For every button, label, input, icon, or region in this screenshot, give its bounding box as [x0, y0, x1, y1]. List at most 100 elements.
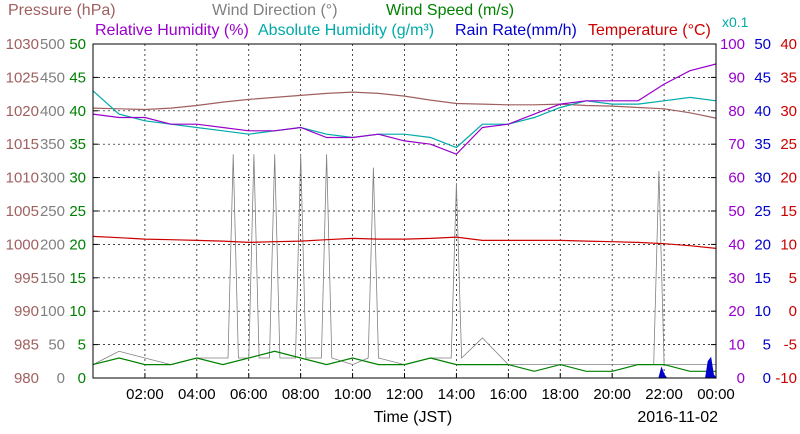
humidity-tick: 40	[728, 236, 745, 253]
temperature-tick: 15	[780, 203, 797, 220]
humidity-tick: 70	[728, 136, 745, 153]
x-tick-label: 14:00	[438, 386, 476, 403]
temperature-tick: -5	[784, 337, 797, 354]
temperature-tick: 10	[780, 236, 797, 253]
wind-direction-tick: 250	[40, 203, 65, 220]
pressure-tick: 995	[14, 270, 39, 287]
humidity-tick: 50	[728, 203, 745, 220]
series-group	[92, 63, 718, 379]
x-tick-label: 04:00	[178, 386, 216, 403]
series-wind-direction	[92, 154, 716, 366]
pressure-tick: 1015	[6, 136, 39, 153]
wind-speed-tick: 20	[69, 236, 86, 253]
wind-direction-tick: 200	[40, 236, 65, 253]
legend-rain-rate: Rain Rate(mm/h)	[455, 22, 577, 39]
pressure-tick: 1010	[6, 170, 39, 187]
humidity-tick: 100	[720, 36, 745, 53]
x-axis-title: Time (JST)	[374, 409, 453, 426]
humidity-tick: 30	[728, 270, 745, 287]
x-tick-label: 22:00	[645, 386, 683, 403]
temperature-tick: 35	[780, 69, 797, 86]
temperature-tick: 20	[780, 170, 797, 187]
series-temperature-c	[92, 235, 717, 249]
wind-speed-tick: 45	[69, 69, 86, 86]
pressure-tick: 985	[14, 337, 39, 354]
wind-direction-tick: 400	[40, 103, 65, 120]
x-tick-label: 18:00	[541, 386, 579, 403]
series-relative-humidity	[92, 63, 717, 155]
wind-speed-tick: 40	[69, 103, 86, 120]
rain-rate-tick: 20	[754, 236, 771, 253]
x-tick-label: 12:00	[386, 386, 424, 403]
rain-rate-tick: 30	[754, 170, 771, 187]
rain-rate-tick: 25	[754, 203, 771, 220]
humidity-tick: 10	[728, 337, 745, 354]
pressure-tick: 980	[14, 370, 39, 387]
pressure-tick: 1030	[6, 36, 39, 53]
pressure-tick: 1005	[6, 203, 39, 220]
pressure-tick: 1025	[6, 69, 39, 86]
pressure-tick: 1020	[6, 103, 39, 120]
legend-temperature: Temperature (°C)	[588, 22, 711, 39]
x-tick-label: 00:00	[697, 386, 735, 403]
x-tick-label: 08:00	[282, 386, 320, 403]
wind-direction-tick: 450	[40, 69, 65, 86]
humidity-tick: 90	[728, 69, 745, 86]
temperature-tick: -10	[775, 370, 797, 387]
wind-speed-tick: 15	[69, 270, 86, 287]
wind-speed-tick: 30	[69, 170, 86, 187]
humidity-tick: 60	[728, 170, 745, 187]
rain-rate-tick: 15	[754, 270, 771, 287]
temperature-tick: 25	[780, 136, 797, 153]
date-label: 2016-11-02	[637, 409, 718, 426]
wind-direction-tick: 500	[40, 36, 65, 53]
series-absolute-humidity-g-m	[92, 90, 717, 149]
legend-relative-humidity: Relative Humidity (%)	[95, 22, 249, 39]
multiplier-label: x0.1	[722, 14, 749, 30]
wind-speed-tick: 35	[69, 136, 86, 153]
humidity-tick: 20	[728, 303, 745, 320]
wind-direction-tick: 50	[48, 337, 65, 354]
legend-wind-direction: Wind Direction (°)	[212, 2, 338, 19]
wind-speed-tick: 10	[69, 303, 86, 320]
humidity-tick: 80	[728, 103, 745, 120]
temperature-tick: 0	[789, 303, 797, 320]
legend-absolute-humidity: Absolute Humidity (g/m³)	[258, 22, 434, 39]
wind-direction-tick: 350	[40, 136, 65, 153]
wind-direction-tick: 150	[40, 270, 65, 287]
wind-direction-tick: 100	[40, 303, 65, 320]
pressure-tick: 990	[14, 303, 39, 320]
legend-wind-speed: Wind Speed (m/s)	[386, 2, 514, 19]
grid	[93, 44, 716, 378]
temperature-tick: 40	[780, 36, 797, 53]
x-axis: 02:00 04:00 06:00 08:00 10:00 12:00 14:00 16:00…	[126, 373, 735, 403]
rain-rate-tick: 10	[754, 303, 771, 320]
wind-direction-tick: 0	[57, 370, 65, 387]
x-tick-label: 20:00	[593, 386, 631, 403]
wind-speed-tick: 25	[69, 203, 86, 220]
wind-direction-tick: 300	[40, 170, 65, 187]
series-wind-speed-m-s	[92, 350, 716, 372]
legend-pressure: Pressure (hPa)	[8, 2, 116, 19]
rain-rate-tick: 5	[763, 337, 771, 354]
temperature-tick: 30	[780, 103, 797, 120]
wind-speed-tick: 50	[69, 36, 86, 53]
wind-speed-tick: 5	[78, 337, 86, 354]
x-tick-label: 02:00	[126, 386, 164, 403]
rain-rate-tick: 45	[754, 69, 771, 86]
plot-frame	[92, 43, 717, 379]
series-pressure-hpa	[92, 91, 717, 119]
x-tick-label: 16:00	[490, 386, 528, 403]
x-tick-label: 10:00	[334, 386, 372, 403]
rain-rate-tick: 35	[754, 136, 771, 153]
rain-rate-tick: 0	[763, 370, 771, 387]
humidity-tick: 0	[737, 370, 745, 387]
temperature-tick: 5	[789, 270, 797, 287]
rain-rate-tick: 50	[754, 36, 771, 53]
pressure-tick: 1000	[6, 236, 39, 253]
x-tick-label: 06:00	[230, 386, 268, 403]
right-axes: 1009080706050403020100504540353025201510…	[711, 36, 797, 387]
wind-speed-tick: 0	[78, 370, 86, 387]
left-axes: 1030102510201015101010051000995990985980…	[6, 36, 98, 387]
